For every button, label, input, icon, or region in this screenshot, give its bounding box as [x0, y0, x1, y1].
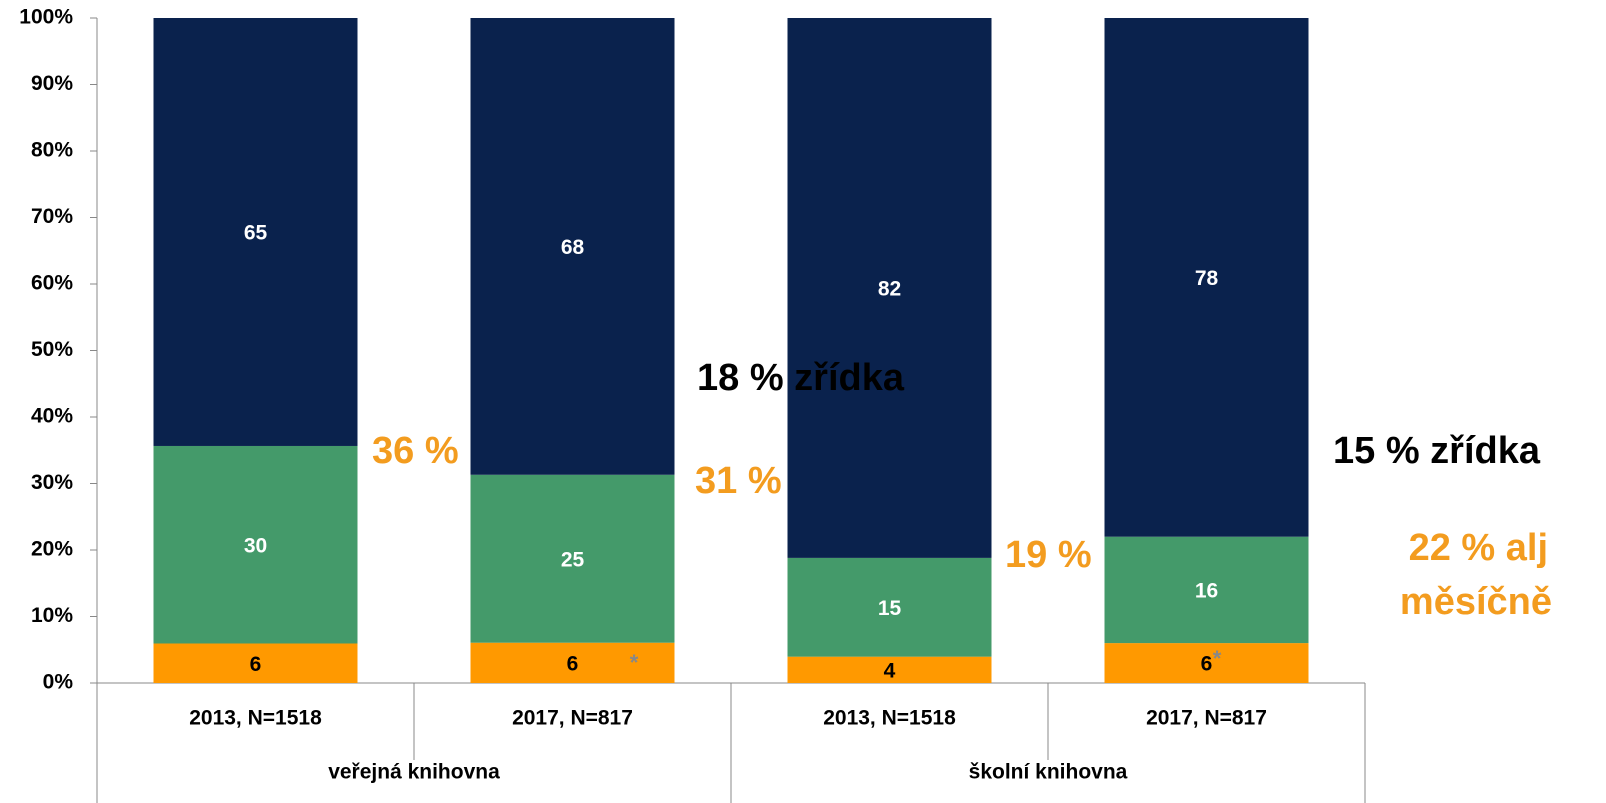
annotation: 22 % alj [1409, 527, 1548, 569]
bar-segment [787, 557, 992, 657]
data-label: 82 [878, 277, 901, 300]
annotation: 19 % [1005, 534, 1092, 576]
data-label: 65 [244, 222, 268, 245]
y-tick-label: 50% [31, 338, 73, 361]
y-tick-label: 80% [31, 139, 73, 162]
x-tick-label: 2013, N=1518 [189, 707, 322, 730]
data-label: 78 [1195, 267, 1219, 290]
annotation: 36 % [372, 430, 459, 472]
y-tick-label: 0% [43, 671, 74, 694]
y-tick-label: 60% [31, 272, 73, 295]
bar-segment [470, 18, 675, 475]
data-label: 6 [1201, 653, 1213, 676]
data-label: 6 [250, 653, 262, 676]
group-label: školní knihovna [969, 761, 1128, 784]
bar-segment [787, 18, 992, 558]
bar-segment [1104, 643, 1309, 683]
x-tick-label: 2017, N=817 [512, 707, 633, 730]
x-tick-label: 2013, N=1518 [823, 707, 956, 730]
annotation: měsíčně [1400, 581, 1552, 623]
group-label: veřejná knihovna [328, 761, 500, 784]
x-tick-label: 2017, N=817 [1146, 707, 1267, 730]
data-label: 25 [561, 548, 585, 571]
annotation: * [1213, 646, 1222, 671]
data-label: 30 [244, 534, 267, 557]
y-tick-label: 70% [31, 205, 73, 228]
annotation: 18 % zřídka [697, 357, 905, 399]
y-tick-label: 30% [31, 471, 73, 494]
y-tick-label: 90% [31, 72, 73, 95]
y-tick-label: 40% [31, 405, 73, 428]
y-tick-label: 100% [19, 6, 73, 29]
bar-segment [787, 656, 992, 683]
data-label: 4 [884, 659, 896, 682]
bar-segment [153, 445, 358, 644]
annotation: * [630, 650, 639, 675]
annotation: 31 % [695, 460, 782, 502]
bar-segment [153, 643, 358, 683]
data-label: 16 [1195, 579, 1218, 602]
bar-segment [470, 642, 675, 683]
annotation: 15 % zřídka [1333, 430, 1541, 472]
data-label: 68 [561, 236, 585, 259]
data-label: 6 [567, 652, 579, 675]
data-label: 15 [878, 597, 902, 620]
y-tick-label: 10% [31, 604, 73, 627]
bar-segment [1104, 536, 1309, 644]
bar-segment [153, 18, 358, 446]
y-tick-label: 20% [31, 538, 73, 561]
bar-segment [470, 474, 675, 643]
bar-segment [1104, 18, 1309, 537]
